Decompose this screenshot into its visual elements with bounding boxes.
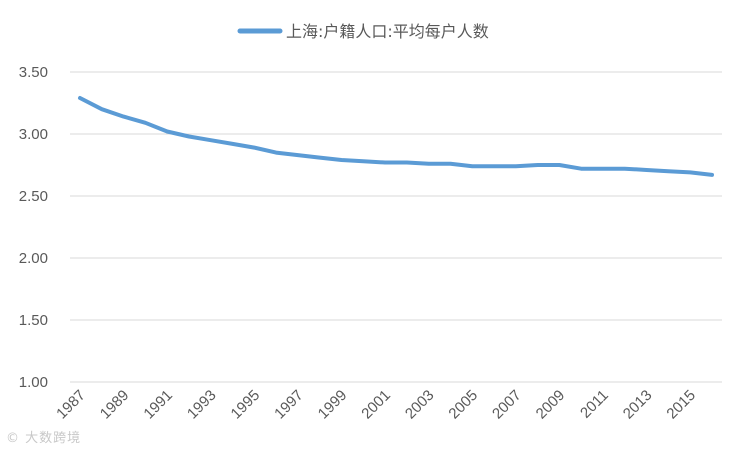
x-tick-label: 1993 bbox=[184, 387, 220, 423]
y-tick-label: 3.00 bbox=[19, 126, 48, 143]
series-layer bbox=[78, 96, 714, 177]
x-tick-label: 2013 bbox=[620, 387, 656, 423]
x-tick-label: 1999 bbox=[315, 387, 351, 423]
data-point bbox=[275, 152, 277, 154]
x-tick-label: 1995 bbox=[228, 387, 264, 423]
data-point bbox=[210, 139, 212, 141]
x-tick-label: 2001 bbox=[358, 387, 394, 423]
watermark-logo: © 大数跨境 bbox=[6, 427, 81, 446]
data-point bbox=[188, 136, 190, 137]
data-point bbox=[689, 171, 691, 173]
grid-lines bbox=[70, 71, 722, 383]
data-point bbox=[558, 164, 560, 166]
data-point bbox=[232, 143, 234, 145]
x-tick-label: 2005 bbox=[445, 387, 481, 423]
data-point bbox=[493, 165, 495, 167]
data-point bbox=[667, 170, 669, 172]
data-point bbox=[471, 165, 473, 167]
y-tick-label: 1.00 bbox=[19, 374, 48, 391]
watermark-icon: © bbox=[6, 431, 20, 446]
data-point bbox=[646, 169, 648, 171]
data-point bbox=[362, 160, 364, 162]
data-point bbox=[123, 116, 125, 118]
data-point bbox=[319, 157, 321, 159]
y-tick-label: 2.00 bbox=[19, 250, 48, 267]
series-line bbox=[78, 96, 714, 177]
x-tick-label: 1991 bbox=[140, 387, 176, 423]
data-point bbox=[166, 131, 168, 132]
data-point bbox=[253, 147, 255, 149]
data-point bbox=[450, 163, 451, 165]
y-axis: 3.50 3.00 2.50 2.00 1.50 1.00 bbox=[19, 64, 48, 391]
y-tick-label: 2.50 bbox=[19, 188, 48, 205]
data-point bbox=[515, 165, 517, 167]
x-axis: 1987 1989 1991 1993 1995 1997 1999 2001 2003 2005… bbox=[53, 387, 699, 423]
data-point bbox=[624, 168, 626, 170]
x-tick-label: 2011 bbox=[577, 387, 612, 422]
y-tick-label: 1.50 bbox=[19, 312, 48, 329]
data-point bbox=[602, 168, 604, 170]
x-tick-label: 1989 bbox=[97, 387, 133, 423]
data-point bbox=[297, 154, 299, 156]
watermark-text: 大数跨境 bbox=[25, 431, 82, 446]
data-point bbox=[537, 164, 539, 166]
x-tick-label: 1997 bbox=[271, 387, 307, 423]
legend: 上海:户籍人口:平均每户人数 bbox=[237, 22, 489, 41]
data-point bbox=[428, 163, 430, 165]
data-point bbox=[341, 159, 342, 161]
data-point bbox=[711, 174, 713, 176]
data-point bbox=[79, 97, 81, 99]
x-tick-label: 2015 bbox=[663, 387, 699, 423]
y-tick-label: 3.50 bbox=[19, 64, 48, 81]
legend-label: 上海:户籍人口:平均每户人数 bbox=[286, 22, 489, 41]
data-point bbox=[144, 122, 146, 124]
data-point bbox=[101, 108, 103, 110]
data-point bbox=[384, 162, 386, 163]
x-tick-label: 1987 bbox=[53, 387, 89, 423]
x-tick-label: 2007 bbox=[489, 387, 525, 423]
data-point bbox=[580, 168, 582, 170]
data-point bbox=[406, 162, 408, 163]
x-tick-label: 2003 bbox=[402, 387, 438, 423]
x-tick-label: 2009 bbox=[533, 387, 569, 423]
